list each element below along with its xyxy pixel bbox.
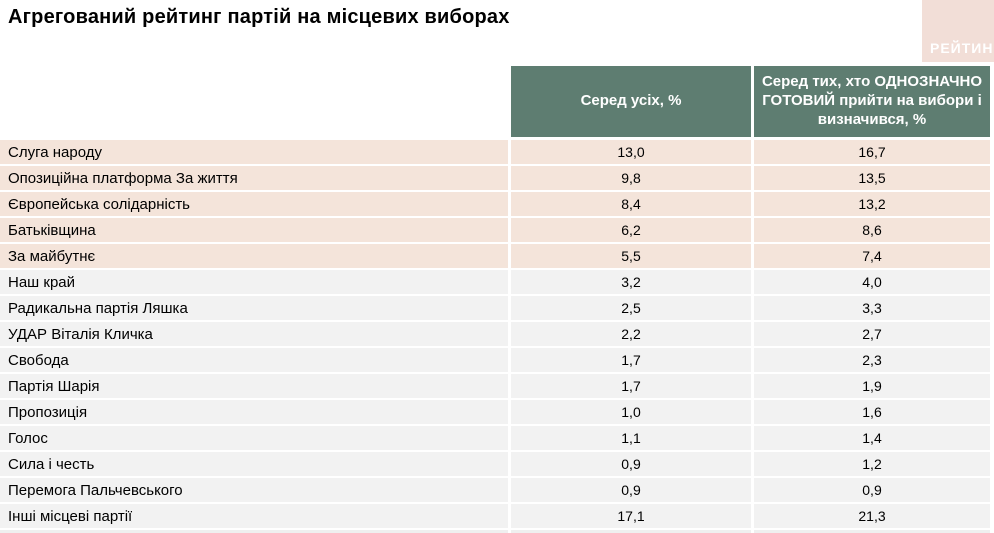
party-name-cell: Голос (0, 426, 508, 450)
value-ready-cell: 2,3 (754, 348, 990, 372)
party-name-cell: Опозиційна платформа За життя (0, 166, 508, 190)
ratings-table: Серед усіх, % Серед тих, хто ОДНОЗНАЧНО … (0, 66, 990, 533)
page-title: Агрегований рейтинг партій на місцевих в… (8, 6, 510, 28)
table-row: УДАР Віталія Кличка 2,2 2,7 (0, 322, 990, 346)
party-name-cell: УДАР Віталія Кличка (0, 322, 508, 346)
value-all-cell: 2,2 (511, 322, 751, 346)
partial-next-row (0, 530, 990, 533)
value-all-cell: 5,5 (511, 244, 751, 268)
party-name-cell: Слуга народу (0, 140, 508, 164)
value-ready-cell: 7,4 (754, 244, 990, 268)
table-row: Голос 1,1 1,4 (0, 426, 990, 450)
table-body: Слуга народу 13,0 16,7 Опозиційна платфо… (0, 140, 990, 528)
value-ready-cell: 1,2 (754, 452, 990, 476)
value-ready-cell: 1,4 (754, 426, 990, 450)
table-row: Опозиційна платформа За життя 9,8 13,5 (0, 166, 990, 190)
value-ready-cell: 4,0 (754, 270, 990, 294)
value-ready-cell: 13,2 (754, 192, 990, 216)
party-name-cell: Радикальна партія Ляшка (0, 296, 508, 320)
value-all-cell: 13,0 (511, 140, 751, 164)
column-header-ready: Серед тих, хто ОДНОЗНАЧНО ГОТОВИЙ прийти… (754, 66, 990, 137)
value-ready-cell: 2,7 (754, 322, 990, 346)
table-row: Радикальна партія Ляшка 2,5 3,3 (0, 296, 990, 320)
rating-logo: РЕЙТИНГ (922, 0, 994, 62)
party-name-cell: Свобода (0, 348, 508, 372)
value-ready-cell: 1,6 (754, 400, 990, 424)
party-name-cell: Наш край (0, 270, 508, 294)
value-all-cell: 1,7 (511, 374, 751, 398)
table-row: Перемога Пальчевського 0,9 0,9 (0, 478, 990, 502)
table-row: Інші місцеві партії 17,1 21,3 (0, 504, 990, 528)
value-all-cell: 1,7 (511, 348, 751, 372)
table-row: Батьківщина 6,2 8,6 (0, 218, 990, 242)
table-row: Пропозиція 1,0 1,6 (0, 400, 990, 424)
party-name-cell: Перемога Пальчевського (0, 478, 508, 502)
value-all-cell: 1,0 (511, 400, 751, 424)
party-name-cell: Інші місцеві партії (0, 504, 508, 528)
table-row: Наш край 3,2 4,0 (0, 270, 990, 294)
party-name-cell: Пропозиція (0, 400, 508, 424)
table-row: За майбутнє 5,5 7,4 (0, 244, 990, 268)
party-name-cell: Партія Шарія (0, 374, 508, 398)
value-all-cell: 0,9 (511, 452, 751, 476)
value-ready-cell: 16,7 (754, 140, 990, 164)
party-name-cell: Європейська солідарність (0, 192, 508, 216)
value-all-cell: 6,2 (511, 218, 751, 242)
value-all-cell: 0,9 (511, 478, 751, 502)
value-ready-cell: 0,9 (754, 478, 990, 502)
column-header-all: Серед усіх, % (511, 66, 751, 137)
value-all-cell: 3,2 (511, 270, 751, 294)
value-all-cell: 8,4 (511, 192, 751, 216)
party-name-cell: Сила і честь (0, 452, 508, 476)
value-all-cell: 17,1 (511, 504, 751, 528)
value-ready-cell: 21,3 (754, 504, 990, 528)
value-all-cell: 2,5 (511, 296, 751, 320)
value-all-cell: 9,8 (511, 166, 751, 190)
value-ready-cell: 1,9 (754, 374, 990, 398)
value-all-cell: 1,1 (511, 426, 751, 450)
table-row: Європейська солідарність 8,4 13,2 (0, 192, 990, 216)
value-ready-cell: 13,5 (754, 166, 990, 190)
value-ready-cell: 3,3 (754, 296, 990, 320)
table-header-row: Серед усіх, % Серед тих, хто ОДНОЗНАЧНО … (0, 66, 990, 137)
column-header-party (0, 66, 508, 137)
party-name-cell: Батьківщина (0, 218, 508, 242)
value-ready-cell: 8,6 (754, 218, 990, 242)
table-row: Слуга народу 13,0 16,7 (0, 140, 990, 164)
table-row: Сила і честь 0,9 1,2 (0, 452, 990, 476)
table-row: Свобода 1,7 2,3 (0, 348, 990, 372)
table-row: Партія Шарія 1,7 1,9 (0, 374, 990, 398)
party-name-cell: За майбутнє (0, 244, 508, 268)
rating-logo-text: РЕЙТИНГ (930, 40, 994, 56)
